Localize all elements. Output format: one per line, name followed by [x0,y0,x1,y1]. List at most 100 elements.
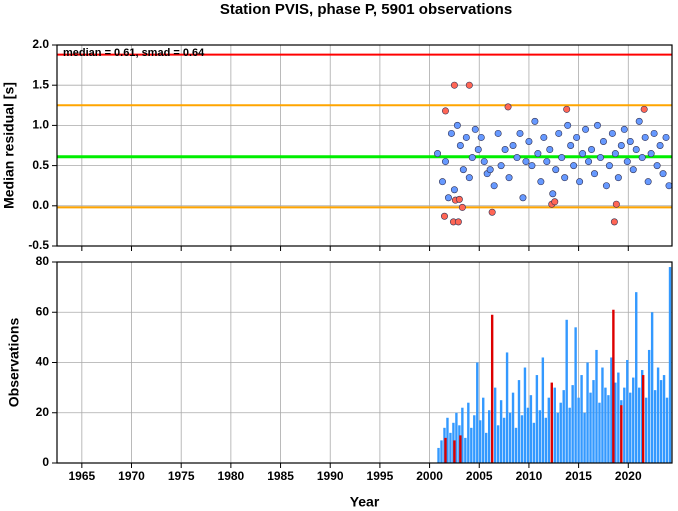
point [640,105,648,113]
bar [449,432,452,463]
bar [586,362,589,463]
point [471,125,479,133]
point [543,158,551,166]
point [441,158,449,166]
point [579,150,587,158]
point [558,154,566,162]
point [465,81,473,89]
bar [437,447,440,463]
bar [635,292,638,463]
bar [461,407,464,463]
point [477,133,485,141]
point [494,129,502,137]
point [441,107,449,115]
point [462,133,470,141]
y-tick-label: 40 [36,355,50,369]
point [528,162,536,170]
bar [476,362,479,463]
bar [562,390,565,463]
bar [592,380,595,463]
point [561,174,569,182]
point [602,182,610,190]
bar [547,397,551,463]
bar [535,375,539,463]
point [617,142,625,150]
bar [568,407,571,463]
point [605,162,613,170]
bar [470,427,473,463]
y-tick-label: -0.5 [28,238,49,252]
x-tick-label: 1965 [68,469,95,483]
point [647,150,655,158]
x-axis-label: Year [350,494,380,510]
point [438,178,446,186]
point [454,218,462,226]
point [505,174,513,182]
bar [523,367,527,463]
y-tick-label: 0.0 [32,198,49,212]
point [614,174,622,182]
bar [641,375,645,463]
bar [529,395,533,463]
bar [668,267,672,463]
bar [632,377,635,463]
bar [607,395,610,463]
plot-frame [56,44,673,247]
point [455,195,463,203]
point [501,146,509,154]
bar [440,440,443,463]
point [623,158,631,166]
point [546,146,554,154]
point [644,178,652,186]
bar [499,400,503,463]
point [468,154,476,162]
bar [496,425,500,463]
bar [487,410,491,463]
bar [595,349,598,463]
point [552,166,560,174]
plot-frame [56,261,673,464]
point [599,137,607,145]
bar [482,397,485,463]
point [490,182,498,190]
point [474,146,482,154]
bar [493,387,497,463]
bar [485,432,488,463]
x-tick-label: 1975 [168,469,195,483]
bar [505,352,509,463]
bar [541,357,545,463]
point [573,133,581,141]
point [620,125,628,133]
point [563,105,571,113]
point [608,129,616,137]
y-axis-label: Median residual [s] [1,82,17,209]
y-tick-label: 20 [36,405,50,419]
point [662,133,670,141]
bar [467,402,470,463]
bar [604,387,607,463]
point [509,142,517,150]
point [570,162,578,170]
point [440,212,448,220]
bar [653,390,657,463]
point [582,125,590,133]
point [486,166,494,174]
bar [610,357,613,463]
point [612,200,620,208]
bar [473,415,476,463]
bar [556,412,559,463]
point [450,81,458,89]
bar [453,440,456,463]
x-tick-label: 2005 [466,469,493,483]
bar [647,349,651,463]
bar [629,392,632,463]
y-tick-label: 1.0 [32,118,49,132]
point [456,142,464,150]
x-tick-label: 2010 [516,469,543,483]
point [555,129,563,137]
point [564,121,572,129]
bar [589,392,592,463]
point [516,129,524,137]
point [585,158,593,166]
